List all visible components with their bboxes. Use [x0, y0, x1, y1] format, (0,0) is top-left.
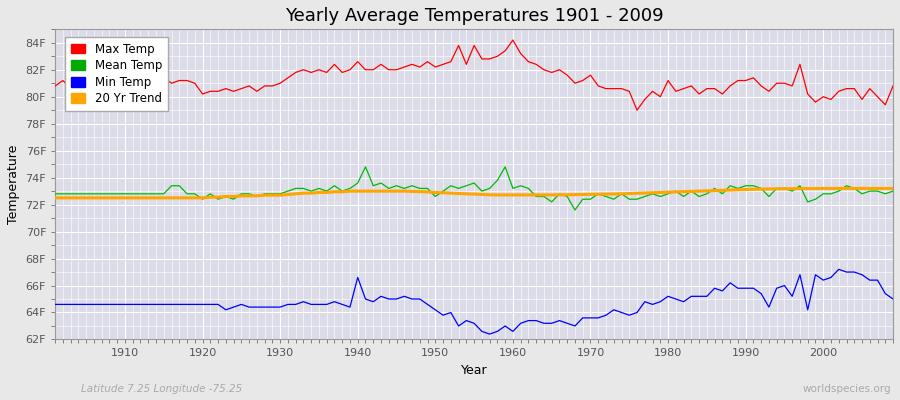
Legend: Max Temp, Mean Temp, Min Temp, 20 Yr Trend: Max Temp, Mean Temp, Min Temp, 20 Yr Tre…	[65, 37, 168, 111]
Text: worldspecies.org: worldspecies.org	[803, 384, 891, 394]
Title: Yearly Average Temperatures 1901 - 2009: Yearly Average Temperatures 1901 - 2009	[284, 7, 663, 25]
Text: Latitude 7.25 Longitude -75.25: Latitude 7.25 Longitude -75.25	[81, 384, 242, 394]
Y-axis label: Temperature: Temperature	[7, 145, 20, 224]
X-axis label: Year: Year	[461, 364, 488, 377]
